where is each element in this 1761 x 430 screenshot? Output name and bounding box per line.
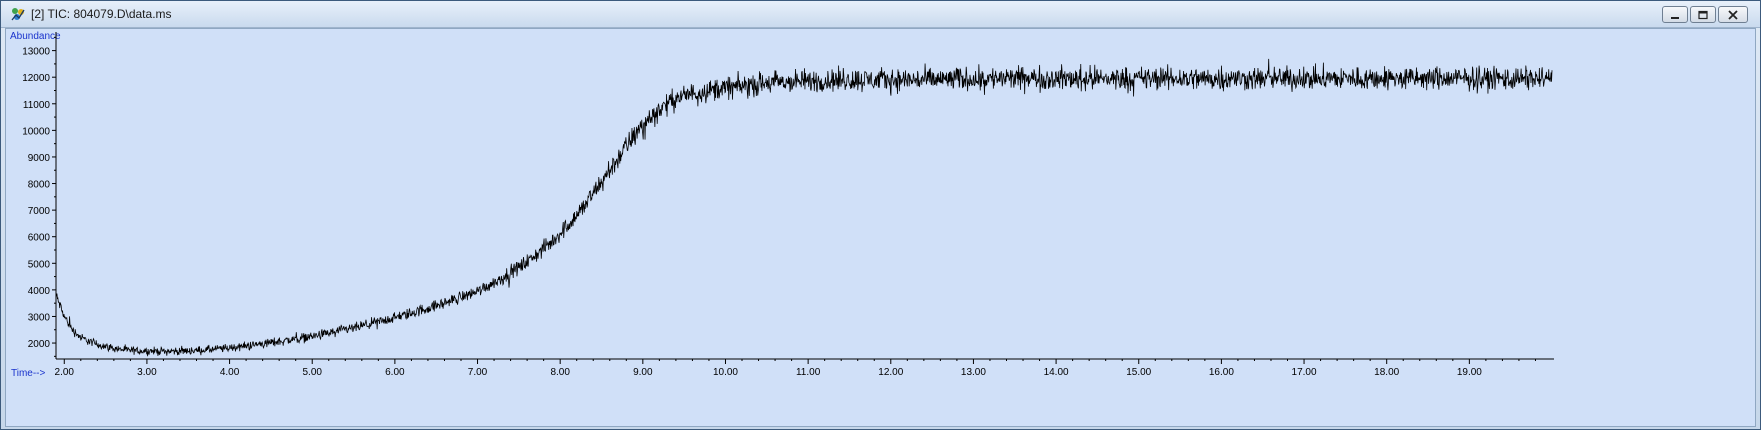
x-tick-label: 11.00 xyxy=(796,367,821,378)
y-tick-label: 3000 xyxy=(28,312,51,323)
x-tick-label: 7.00 xyxy=(468,367,488,378)
series-group xyxy=(56,59,1552,356)
window-controls xyxy=(1662,6,1748,23)
x-tick-label: 17.00 xyxy=(1292,367,1317,378)
x-tick-label: 5.00 xyxy=(302,367,322,378)
tic-trace-line xyxy=(56,59,1552,356)
minimize-button[interactable] xyxy=(1662,6,1688,23)
x-tick-label: 18.00 xyxy=(1374,367,1399,378)
y-tick-label: 7000 xyxy=(28,206,51,217)
window-title: [2] TIC: 804079.D\data.ms xyxy=(31,7,172,21)
x-tick-label: 12.00 xyxy=(878,367,903,378)
x-axis-ticks: 2.00 3.00 4.00 5.00 6.00 7.00 8.00 9.00 10.00 11.… xyxy=(55,359,1536,378)
y-tick-label: 9000 xyxy=(28,153,51,164)
maximize-button[interactable] xyxy=(1690,6,1716,23)
x-tick-label: 15.00 xyxy=(1126,367,1151,378)
x-tick-label: 13.00 xyxy=(961,367,986,378)
chromatogram-plot-area[interactable]: Abundance Time--> 2000 3000 4000 5000 6000 70… xyxy=(5,28,1756,427)
x-tick-label: 19.00 xyxy=(1457,367,1482,378)
x-tick-label: 14.00 xyxy=(1044,367,1069,378)
x-tick-label: 9.00 xyxy=(633,367,653,378)
maximize-icon xyxy=(1697,10,1709,20)
chromatogram-app-icon xyxy=(10,6,26,22)
y-axis-label: Abundance xyxy=(10,31,61,42)
y-tick-label: 5000 xyxy=(28,259,51,270)
close-icon xyxy=(1727,10,1739,20)
y-tick-label: 2000 xyxy=(28,339,51,350)
x-tick-label: 3.00 xyxy=(137,367,157,378)
title-bar[interactable]: [2] TIC: 804079.D\data.ms xyxy=(1,1,1760,28)
y-tick-label: 8000 xyxy=(28,180,51,191)
y-tick-label: 6000 xyxy=(28,233,51,244)
y-tick-label: 12000 xyxy=(22,73,50,84)
x-tick-label: 16.00 xyxy=(1209,367,1234,378)
y-tick-label: 13000 xyxy=(22,47,50,58)
x-tick-label: 10.00 xyxy=(713,367,738,378)
tic-chart: Abundance Time--> 2000 3000 4000 5000 6000 70… xyxy=(6,29,1755,426)
y-tick-label: 10000 xyxy=(22,126,50,137)
x-tick-label: 6.00 xyxy=(385,367,405,378)
x-tick-label: 4.00 xyxy=(220,367,240,378)
x-tick-label: 8.00 xyxy=(550,367,570,378)
minimize-icon xyxy=(1669,10,1681,20)
y-axis-ticks: 2000 3000 4000 5000 6000 7000 8000 9000 10000 110… xyxy=(22,37,56,356)
x-tick-label: 2.00 xyxy=(55,367,75,378)
y-tick-label: 4000 xyxy=(28,286,51,297)
y-tick-label: 11000 xyxy=(23,100,51,111)
close-button[interactable] xyxy=(1718,6,1748,23)
x-axis-label: Time--> xyxy=(11,368,46,379)
